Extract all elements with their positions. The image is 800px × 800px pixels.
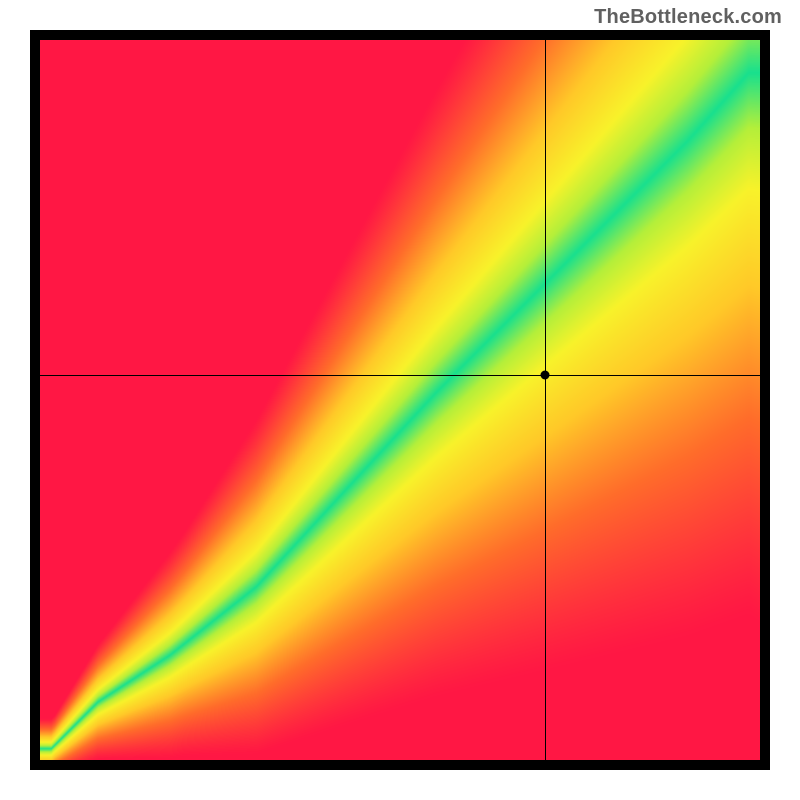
chart-frame (30, 30, 770, 770)
watermark-text: TheBottleneck.com (594, 6, 782, 29)
selected-point-marker (541, 370, 550, 379)
crosshair-horizontal (40, 375, 760, 376)
crosshair-vertical (545, 40, 546, 760)
bottleneck-heatmap (40, 40, 760, 760)
